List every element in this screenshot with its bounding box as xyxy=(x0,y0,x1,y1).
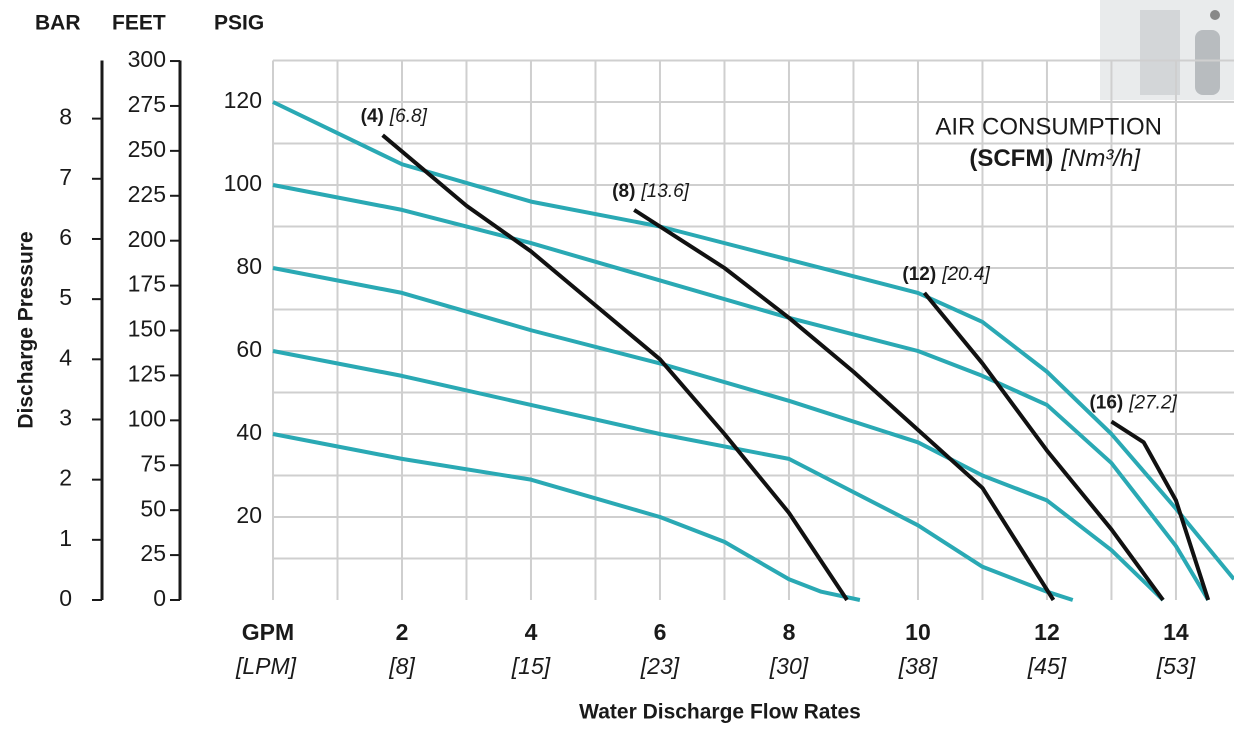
x-tick-label: 10 xyxy=(905,619,931,645)
curve-label-scfm: (8) xyxy=(612,181,635,202)
feet-tick-label: 275 xyxy=(128,91,166,117)
feet-tick-label: 225 xyxy=(128,181,166,207)
x-tick-label: 6 xyxy=(654,619,667,645)
air-consumption-curve xyxy=(1110,419,1211,601)
curve-label-metric: [13.6] xyxy=(640,181,689,202)
air-consumption-curve xyxy=(381,133,849,602)
feet-tick-label: 150 xyxy=(128,316,166,342)
curve-label: (12) [20.4] xyxy=(902,264,990,285)
curve-label-metric: [27.2] xyxy=(1128,393,1177,414)
photo-part xyxy=(1210,10,1220,20)
feet-axis-header: FEET xyxy=(112,12,166,35)
curve-label: (16) [27.2] xyxy=(1089,393,1177,414)
pressure-curve xyxy=(272,432,861,602)
product-photo xyxy=(1100,0,1234,100)
air-consumption-curve xyxy=(922,291,1165,602)
annotation-title: AIR CONSUMPTION xyxy=(935,113,1162,140)
y-tick-label: 100 xyxy=(224,170,262,196)
annotation-unit-scfm: (SCFM) xyxy=(969,145,1053,172)
bar-tick-label: 5 xyxy=(59,284,72,310)
photo-part xyxy=(1195,30,1220,95)
bar-tick-label: 2 xyxy=(59,465,72,491)
grid xyxy=(272,59,1234,600)
y-tick-label: 20 xyxy=(236,502,262,528)
annotation-unit: (SCFM) [Nm³/h] xyxy=(969,145,1141,172)
feet-tick-label: 175 xyxy=(128,271,166,297)
pressure-curve xyxy=(272,183,1210,602)
psig-axis-header: PSIG xyxy=(214,12,264,35)
x-unit-secondary: [LPM] xyxy=(235,653,297,679)
x-tick-label-secondary: [8] xyxy=(388,653,415,679)
bar-axis-header: BAR xyxy=(35,12,81,35)
bar-tick-label: 1 xyxy=(59,525,72,551)
feet-tick-label: 250 xyxy=(128,136,166,162)
bar-tick-label: 7 xyxy=(59,164,72,190)
bar-tick-label: 8 xyxy=(59,104,72,130)
x-tick-label: 14 xyxy=(1163,619,1189,645)
y-axis-title: Discharge Pressure xyxy=(15,231,38,428)
bar-tick-label: 3 xyxy=(59,405,72,431)
feet-tick-label: 25 xyxy=(140,540,166,566)
pressure-curve xyxy=(272,266,1165,602)
photo-part xyxy=(1140,10,1180,95)
feet-tick-label: 0 xyxy=(153,585,166,611)
x-tick-label: 4 xyxy=(525,619,538,645)
bar-tick-label: 0 xyxy=(59,585,72,611)
feet-tick-label: 125 xyxy=(128,361,166,387)
feet-tick-label: 100 xyxy=(128,405,166,431)
feet-tick-label: 50 xyxy=(140,495,166,521)
x-tick-label-secondary: [15] xyxy=(511,653,551,679)
y-tick-label: 120 xyxy=(224,87,262,113)
y-tick-label: 40 xyxy=(236,419,262,445)
air-consumption-curve xyxy=(633,208,1056,602)
feet-tick-label: 200 xyxy=(128,226,166,252)
x-tick-label: 8 xyxy=(783,619,796,645)
feet-tick-label: 75 xyxy=(140,450,166,476)
curve-label-metric: [20.4] xyxy=(941,264,990,285)
x-tick-label-secondary: [23] xyxy=(640,653,680,679)
x-tick-label-secondary: [38] xyxy=(898,653,938,679)
pressure-curve xyxy=(272,349,1074,602)
feet-tick-label: 300 xyxy=(128,46,166,72)
annotation-unit-metric: [Nm³/h] xyxy=(1060,145,1141,172)
curve-label: (4) [6.8] xyxy=(361,106,428,127)
curve-label-scfm: (12) xyxy=(902,264,936,285)
pressure-curve xyxy=(272,100,1234,581)
curve-label: (8) [13.6] xyxy=(612,181,689,202)
curve-label-metric: [6.8] xyxy=(389,106,428,127)
bar-tick-label: 6 xyxy=(59,224,72,250)
x-axis-title: Water Discharge Flow Rates xyxy=(579,701,861,724)
x-tick-label: 12 xyxy=(1034,619,1060,645)
lines xyxy=(272,100,1234,602)
curve-label-scfm: (4) xyxy=(361,106,384,127)
bar-tick-label: 4 xyxy=(59,344,72,370)
y-tick-label: 80 xyxy=(236,253,262,279)
y-tick-label: 60 xyxy=(236,336,262,362)
x-tick-label-secondary: [53] xyxy=(1156,653,1196,679)
x-tick-label-secondary: [45] xyxy=(1027,653,1067,679)
x-tick-label-secondary: [30] xyxy=(769,653,809,679)
curve-label-scfm: (16) xyxy=(1089,393,1123,414)
x-unit: GPM xyxy=(242,619,294,645)
x-tick-label: 2 xyxy=(396,619,409,645)
